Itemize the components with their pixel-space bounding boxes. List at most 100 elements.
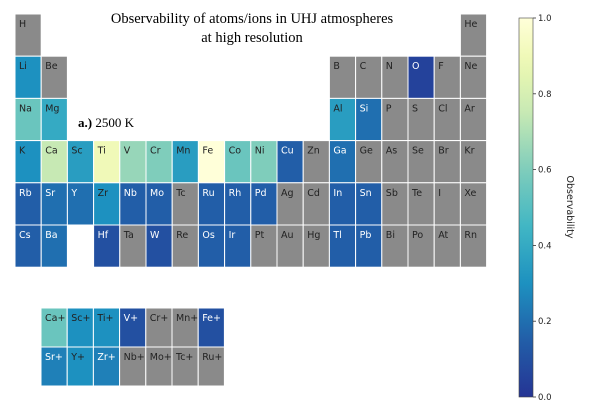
ion-symbol: Sr+: [45, 352, 63, 363]
element-symbol: Be: [45, 61, 58, 72]
element-cell-Mg: Mg: [40, 97, 68, 142]
ion-symbol: Y+: [70, 352, 85, 363]
element-symbol: N: [386, 61, 393, 72]
element-cell-bg: [93, 140, 121, 184]
element-cell-Fe: Fe: [197, 140, 226, 184]
element-symbol: Rb: [19, 188, 32, 199]
element-cell-P: P: [381, 97, 409, 142]
element-cell-C: C: [355, 55, 383, 99]
element-cell-bg: [302, 182, 330, 226]
element-cell-bg: [381, 224, 409, 268]
element-symbol: C: [360, 61, 367, 72]
element-symbol: Li: [19, 61, 27, 72]
element-cell-Te: Te: [407, 182, 435, 226]
element-cell-bg: [328, 182, 357, 226]
element-cell-bg: [355, 182, 383, 226]
element-cell-Tl: Tl: [328, 224, 357, 268]
element-cell-K: K: [14, 140, 42, 184]
element-symbol: I: [438, 188, 441, 199]
ion-cell-bg: [119, 307, 147, 348]
element-cell-bg: [14, 13, 42, 57]
element-symbol: Ba: [45, 230, 57, 241]
element-cell-Br: Br: [433, 140, 461, 184]
element-cell-bg: [459, 224, 488, 268]
element-cell-Re: Re: [171, 224, 199, 268]
element-symbol: Ti: [97, 146, 106, 157]
element-cell-He: He: [459, 13, 488, 57]
element-cell-Sr: Sr: [40, 182, 68, 226]
ion-cell-Cr-ion: Cr+: [145, 307, 173, 348]
element-symbol: Ru: [202, 188, 214, 199]
element-cell-Ta: Ta: [119, 224, 147, 268]
element-cell-Au: Au: [276, 224, 304, 268]
colorbar-tick-label: 0.8: [538, 90, 552, 100]
element-symbol: In: [333, 188, 342, 199]
colorbar-tick-label: 0.2: [538, 317, 552, 327]
ion-cell-bg: [92, 346, 121, 387]
element-symbol: Au: [281, 230, 294, 241]
ion-cell-bg: [171, 307, 199, 348]
ion-cell-Fe-ion: Fe+: [197, 307, 225, 348]
element-symbol: Cl: [438, 103, 447, 114]
ion-cell-Ca-ion: Ca+: [40, 307, 68, 348]
element-cell-Mo: Mo: [145, 182, 173, 226]
element-cell-Tc: Tc: [171, 182, 199, 226]
element-cell-Sn: Sn: [355, 182, 383, 226]
element-cell-Zn: Zn: [302, 140, 330, 184]
element-cell-Ca: Ca: [40, 140, 68, 184]
element-symbol: Ir: [229, 230, 236, 241]
element-cell-bg: [433, 97, 461, 142]
element-cell-bg: [381, 182, 409, 226]
element-cell-Cd: Cd: [302, 182, 330, 226]
ion-symbol: Mn+: [176, 313, 198, 324]
colorbar-gradient: [518, 17, 534, 398]
element-symbol: F: [438, 61, 443, 72]
element-symbol: Br: [438, 146, 449, 157]
element-cell-bg: [328, 140, 357, 184]
element-symbol: Pb: [360, 230, 372, 241]
element-cell-Li: Li: [14, 55, 42, 99]
element-symbol: Al: [333, 103, 342, 114]
element-cell-bg: [197, 224, 226, 268]
element-cell-Be: Be: [40, 55, 68, 99]
element-cell-Sb: Sb: [381, 182, 409, 226]
element-cell-N: N: [381, 55, 409, 99]
element-cell-Na: Na: [14, 97, 42, 142]
element-cell-Cs: Cs: [14, 224, 42, 268]
element-cell-At: At: [433, 224, 461, 268]
element-symbol: Fe: [202, 146, 213, 157]
element-cell-bg: [93, 224, 121, 268]
element-cell-Nb: Nb: [119, 182, 147, 226]
element-cell-F: F: [433, 55, 461, 99]
element-symbol: Os: [202, 230, 214, 241]
element-symbol: Rh: [229, 188, 242, 199]
ion-cells: Ca+ Sc+ Ti+ V+ Cr+ Mn+ Fe+ Sr+ Y+ Zr+ Nb+ Mo+ Tc+ Ru+: [40, 307, 225, 387]
element-cell-bg: [355, 55, 383, 99]
element-cell-bg: [433, 182, 461, 226]
element-symbol: Ga: [333, 146, 346, 157]
ion-symbol: Tc+: [175, 352, 193, 363]
element-cell-Ne: Ne: [459, 55, 488, 99]
element-cell-Ga: Ga: [328, 140, 357, 184]
element-symbol: Mo: [150, 188, 164, 199]
element-cell-Y: Y: [66, 182, 95, 226]
element-symbol: Ge: [360, 146, 373, 157]
element-cell-bg: [145, 182, 173, 226]
element-symbol: Nb: [124, 188, 137, 199]
element-cell-Ba: Ba: [40, 224, 68, 268]
ion-cell-Tc-ion: Tc+: [171, 346, 199, 387]
element-cell-bg: [459, 140, 488, 184]
element-symbol: Cu: [281, 146, 294, 157]
element-symbol: Hf: [98, 230, 109, 241]
element-symbol: B: [333, 61, 340, 72]
element-cell-V: V: [119, 140, 147, 184]
element-cell-H: H: [14, 13, 42, 57]
element-cell-Rb: Rb: [14, 182, 42, 226]
element-cell-bg: [40, 97, 68, 142]
element-cell-Ni: Ni: [250, 140, 278, 184]
element-symbol: Ni: [255, 146, 265, 157]
element-cell-As: As: [381, 140, 409, 184]
element-symbol: Rn: [464, 230, 477, 241]
element-symbol: Tc: [175, 188, 185, 199]
